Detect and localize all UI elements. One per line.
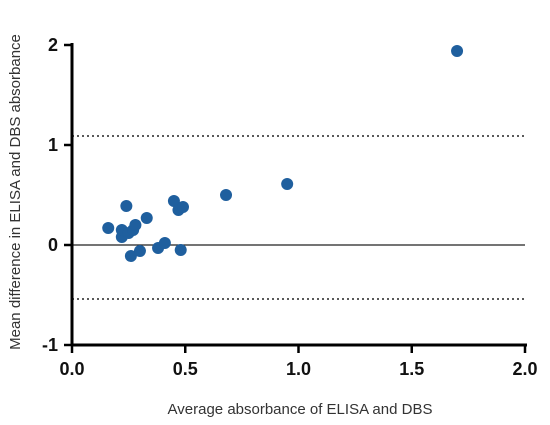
y-axis-label: Mean difference in ELISA and DBS absorba… [7,34,24,350]
data-point [174,244,187,256]
x-tick-label: 0.0 [59,359,84,379]
data-point [220,189,233,201]
data-point [133,245,146,257]
data-point [176,201,189,213]
y-axis-ticks: -1 0 1 2 [42,35,72,355]
x-axis-ticks: 0.0 0.5 1.0 1.5 2.0 [59,345,538,379]
y-tick-label: 0 [48,235,58,255]
data-point [120,200,133,212]
data-point [167,195,180,207]
data-point [158,237,171,249]
reference-lines [72,135,525,300]
y-tick-label: 1 [48,135,58,155]
data-point [124,250,137,262]
data-point [102,222,115,234]
data-point [451,45,464,57]
x-tick-label: 2.0 [512,359,537,379]
x-tick-label: 1.5 [399,359,424,379]
data-point [129,219,142,231]
x-axis-label: Average absorbance of ELISA and DBS [168,401,433,418]
x-tick-label: 0.5 [173,359,198,379]
data-point [140,212,153,224]
data-point [281,178,294,190]
y-tick-label: 2 [48,35,58,55]
x-tick-label: 1.0 [286,359,311,379]
data-points [102,45,464,262]
y-tick-label: -1 [42,335,58,355]
